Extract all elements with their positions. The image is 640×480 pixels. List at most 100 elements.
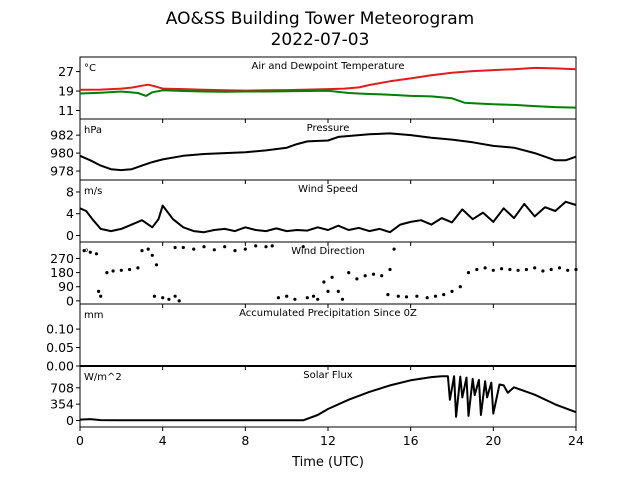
y-tick-label: 11 bbox=[58, 103, 74, 118]
data-point bbox=[557, 266, 562, 270]
unit-label: W/m^2 bbox=[84, 372, 122, 383]
data-point bbox=[99, 294, 103, 298]
data-point bbox=[433, 294, 438, 298]
data-point bbox=[97, 289, 101, 293]
unit-label: ° bbox=[84, 248, 89, 259]
x-tick-label: 12 bbox=[320, 433, 336, 448]
panel-title: Wind Direction bbox=[291, 246, 365, 257]
data-point bbox=[173, 245, 177, 250]
data-point bbox=[161, 296, 165, 300]
data-point bbox=[146, 247, 150, 251]
panel-air-and-dewpoint-tem: 11 19 27 °C Air and Dewpoint Temperature bbox=[58, 56, 577, 123]
data-point bbox=[192, 247, 196, 251]
data-point bbox=[425, 296, 429, 300]
y-tick-label: 19 bbox=[58, 84, 74, 99]
data-point bbox=[202, 245, 206, 249]
y-tick-label: 0 bbox=[66, 228, 74, 243]
data-point bbox=[415, 294, 419, 298]
y-tick-label: 4 bbox=[66, 206, 74, 221]
data-point bbox=[140, 249, 144, 253]
data-point bbox=[336, 289, 340, 293]
y-tick-label: 708 bbox=[50, 380, 74, 395]
panel-title: Accumulated Precipitation Since 0Z bbox=[239, 308, 417, 319]
y-tick-label: 982 bbox=[50, 128, 74, 143]
figure-date: 2022-07-03 bbox=[271, 30, 370, 50]
data-point bbox=[293, 297, 297, 301]
panel-wind-speed: 0 4 8 m/s Wind Speed bbox=[66, 179, 577, 246]
data-point bbox=[173, 294, 177, 298]
y-tick-label: 0 bbox=[66, 413, 74, 428]
series-line-1 bbox=[79, 89, 577, 109]
x-tick-label: 8 bbox=[241, 433, 249, 448]
data-point bbox=[404, 295, 409, 299]
x-axis-label: Time (UTC) bbox=[291, 455, 364, 470]
data-point bbox=[442, 293, 446, 297]
panel-accumulated-precipit: 0.00 0.05 0.10 mm Accumulated Precipitation … bbox=[46, 303, 577, 374]
panel-pressure: 978 980 982 hPa Pressure bbox=[50, 118, 577, 184]
data-point bbox=[88, 250, 92, 254]
data-point bbox=[128, 267, 132, 272]
data-point bbox=[386, 293, 390, 297]
unit-label: mm bbox=[84, 310, 103, 321]
data-point bbox=[311, 294, 316, 298]
x-tick-label: 0 bbox=[76, 433, 84, 448]
data-point bbox=[466, 271, 471, 275]
data-point bbox=[316, 297, 320, 301]
x-tick-label: 24 bbox=[568, 433, 584, 448]
data-point bbox=[119, 268, 123, 272]
data-point bbox=[516, 268, 520, 272]
data-point bbox=[82, 249, 86, 253]
data-point bbox=[254, 244, 258, 248]
data-point bbox=[152, 294, 156, 298]
data-point bbox=[305, 296, 309, 300]
data-point bbox=[181, 245, 185, 250]
series-line-0 bbox=[79, 200, 577, 234]
data-point bbox=[301, 245, 305, 249]
data-point bbox=[223, 245, 227, 249]
data-point bbox=[380, 274, 384, 278]
y-tick-label: 27 bbox=[58, 64, 74, 79]
data-point bbox=[270, 244, 274, 248]
panel-title: Solar Flux bbox=[303, 370, 353, 381]
data-point bbox=[326, 289, 330, 293]
y-tick-label: 0.05 bbox=[46, 340, 74, 355]
data-point bbox=[574, 267, 578, 272]
y-tick-label: 980 bbox=[50, 146, 74, 161]
data-point bbox=[111, 269, 115, 273]
x-tick-label: 4 bbox=[159, 433, 167, 448]
figure-title: AO&SS Building Tower Meteorogram bbox=[166, 9, 474, 29]
data-point bbox=[94, 252, 99, 256]
unit-label: m/s bbox=[84, 186, 102, 197]
panel-title: Wind Speed bbox=[298, 184, 358, 195]
data-point bbox=[475, 267, 479, 272]
data-point bbox=[330, 275, 334, 279]
data-point bbox=[450, 289, 454, 293]
data-point bbox=[524, 267, 529, 272]
y-tick-label: 978 bbox=[50, 164, 74, 179]
y-tick-label: 0.10 bbox=[46, 322, 74, 337]
y-tick-label: 8 bbox=[66, 184, 74, 199]
data-point bbox=[167, 297, 171, 301]
y-tick-label: 90 bbox=[58, 279, 74, 294]
data-point bbox=[233, 249, 237, 253]
data-point bbox=[483, 266, 487, 270]
data-point bbox=[355, 277, 359, 281]
series-line-0 bbox=[79, 375, 577, 422]
y-tick-label: 0 bbox=[66, 293, 74, 308]
data-point bbox=[276, 296, 280, 300]
data-point bbox=[322, 280, 326, 284]
data-point bbox=[105, 271, 109, 275]
x-tick-label: 20 bbox=[485, 433, 501, 448]
data-point bbox=[177, 299, 181, 303]
data-point bbox=[285, 294, 289, 298]
data-point bbox=[363, 274, 367, 278]
unit-label: hPa bbox=[84, 125, 102, 136]
data-point bbox=[243, 247, 247, 251]
data-point bbox=[264, 245, 268, 249]
data-point bbox=[371, 272, 376, 276]
y-tick-label: 354 bbox=[50, 397, 74, 412]
